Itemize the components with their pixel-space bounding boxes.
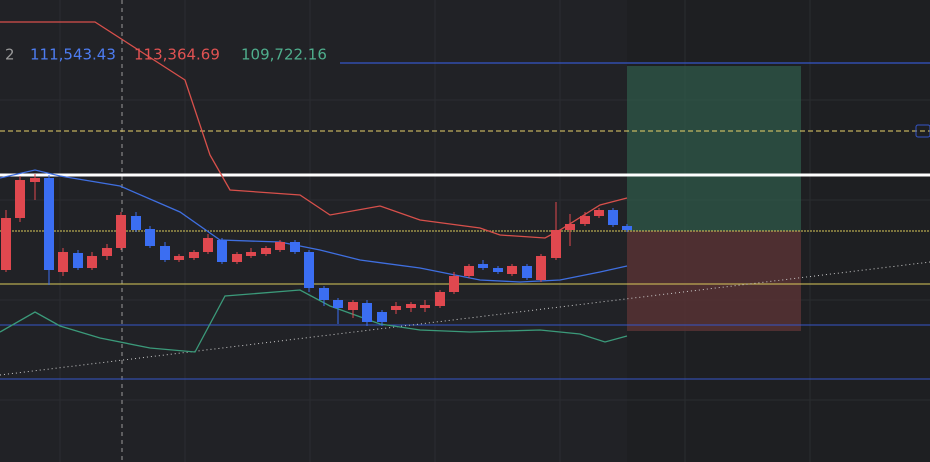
price-marker: [915, 124, 930, 138]
candles: [1, 174, 632, 326]
legend-lower: 109,722.16: [241, 46, 327, 64]
candle-body: [174, 256, 184, 260]
candle-body: [145, 229, 155, 246]
legend-upper: 113,364.69: [134, 46, 220, 64]
candle-body: [1, 218, 11, 270]
candle-body: [232, 254, 242, 262]
candle-body: [406, 304, 416, 308]
candle-body: [203, 238, 213, 252]
candle-body: [275, 242, 285, 250]
candle-body: [464, 266, 474, 276]
candle-body: [420, 305, 430, 308]
candle-body: [377, 312, 387, 322]
candle-body: [622, 226, 632, 230]
candle-body: [362, 303, 372, 322]
candle-body: [551, 230, 561, 258]
candle-body: [536, 256, 546, 280]
candle-body: [319, 288, 329, 300]
candle-body: [580, 216, 590, 224]
candle-body: [246, 252, 256, 256]
candle-body: [189, 252, 199, 258]
trend-line: [0, 261, 930, 376]
candle-body: [348, 302, 358, 310]
candle-body: [478, 264, 488, 268]
candle-body: [391, 306, 401, 310]
candle-body: [449, 276, 459, 292]
candle-body: [290, 242, 300, 252]
middle-band: [0, 169, 628, 283]
candle-body: [217, 240, 227, 262]
candle-body: [435, 292, 445, 306]
candle-body: [333, 300, 343, 308]
candle-body: [522, 266, 532, 278]
loss-zone: [627, 231, 801, 331]
candle-body: [565, 224, 575, 230]
lower-band: [0, 289, 628, 353]
candle-body: [87, 256, 97, 268]
candle-body: [507, 266, 517, 274]
candle-body: [304, 252, 314, 288]
candle-body: [102, 248, 112, 256]
candle-body: [116, 215, 126, 248]
candle-body: [608, 210, 618, 225]
candle-body: [493, 268, 503, 272]
legend-basis: 111,543.43: [30, 46, 116, 64]
candle-body: [73, 253, 83, 268]
profit-zone: [627, 66, 801, 231]
legend-prefix: 2: [5, 46, 15, 64]
candle-body: [160, 246, 170, 260]
candle-body: [15, 180, 25, 218]
candle-body: [58, 252, 68, 272]
candle-body: [594, 210, 604, 216]
candle-body: [131, 216, 141, 230]
candle-body: [261, 248, 271, 254]
candle-body: [30, 178, 40, 182]
candle-body: [44, 178, 54, 270]
